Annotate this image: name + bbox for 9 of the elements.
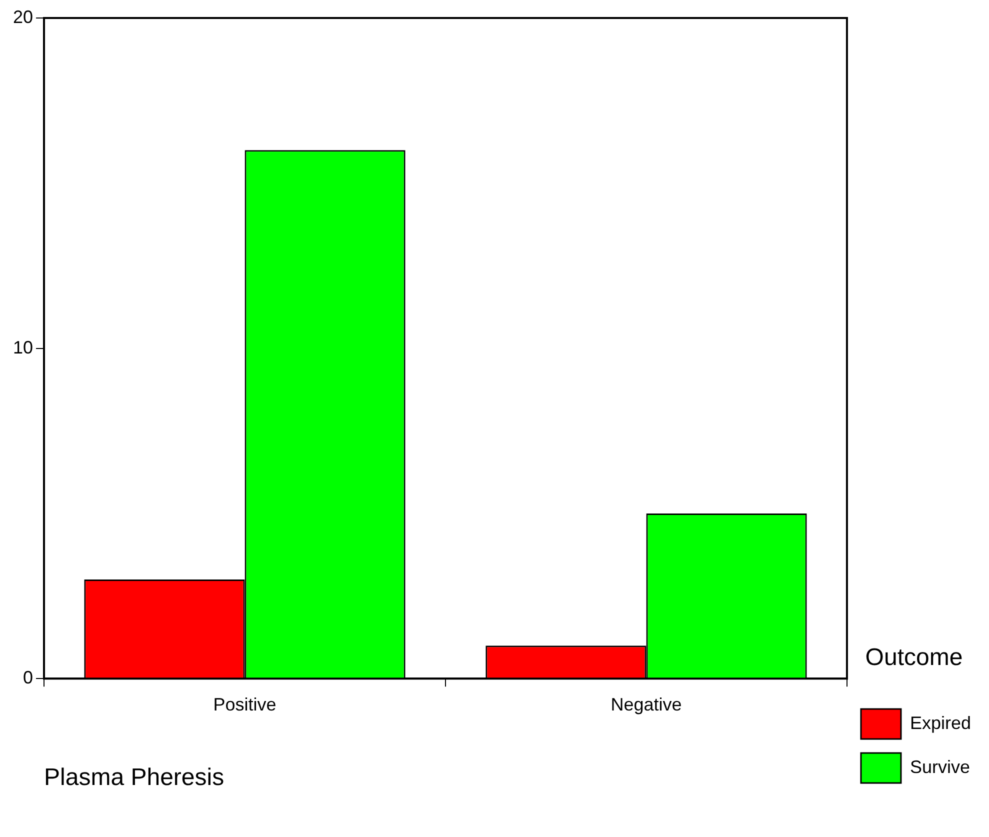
legend-label: Survive	[910, 756, 970, 777]
legend-label: Expired	[910, 712, 971, 733]
x-axis-title: Plasma Pheresis	[44, 764, 224, 792]
legend-title: Outcome	[865, 644, 963, 671]
x-tick-label: Negative	[610, 694, 682, 714]
y-tick-label: 0	[23, 668, 34, 688]
x-tick-label: Positive	[213, 694, 276, 714]
y-tick-label: 20	[12, 6, 34, 27]
y-tick-label: 10	[12, 337, 34, 358]
